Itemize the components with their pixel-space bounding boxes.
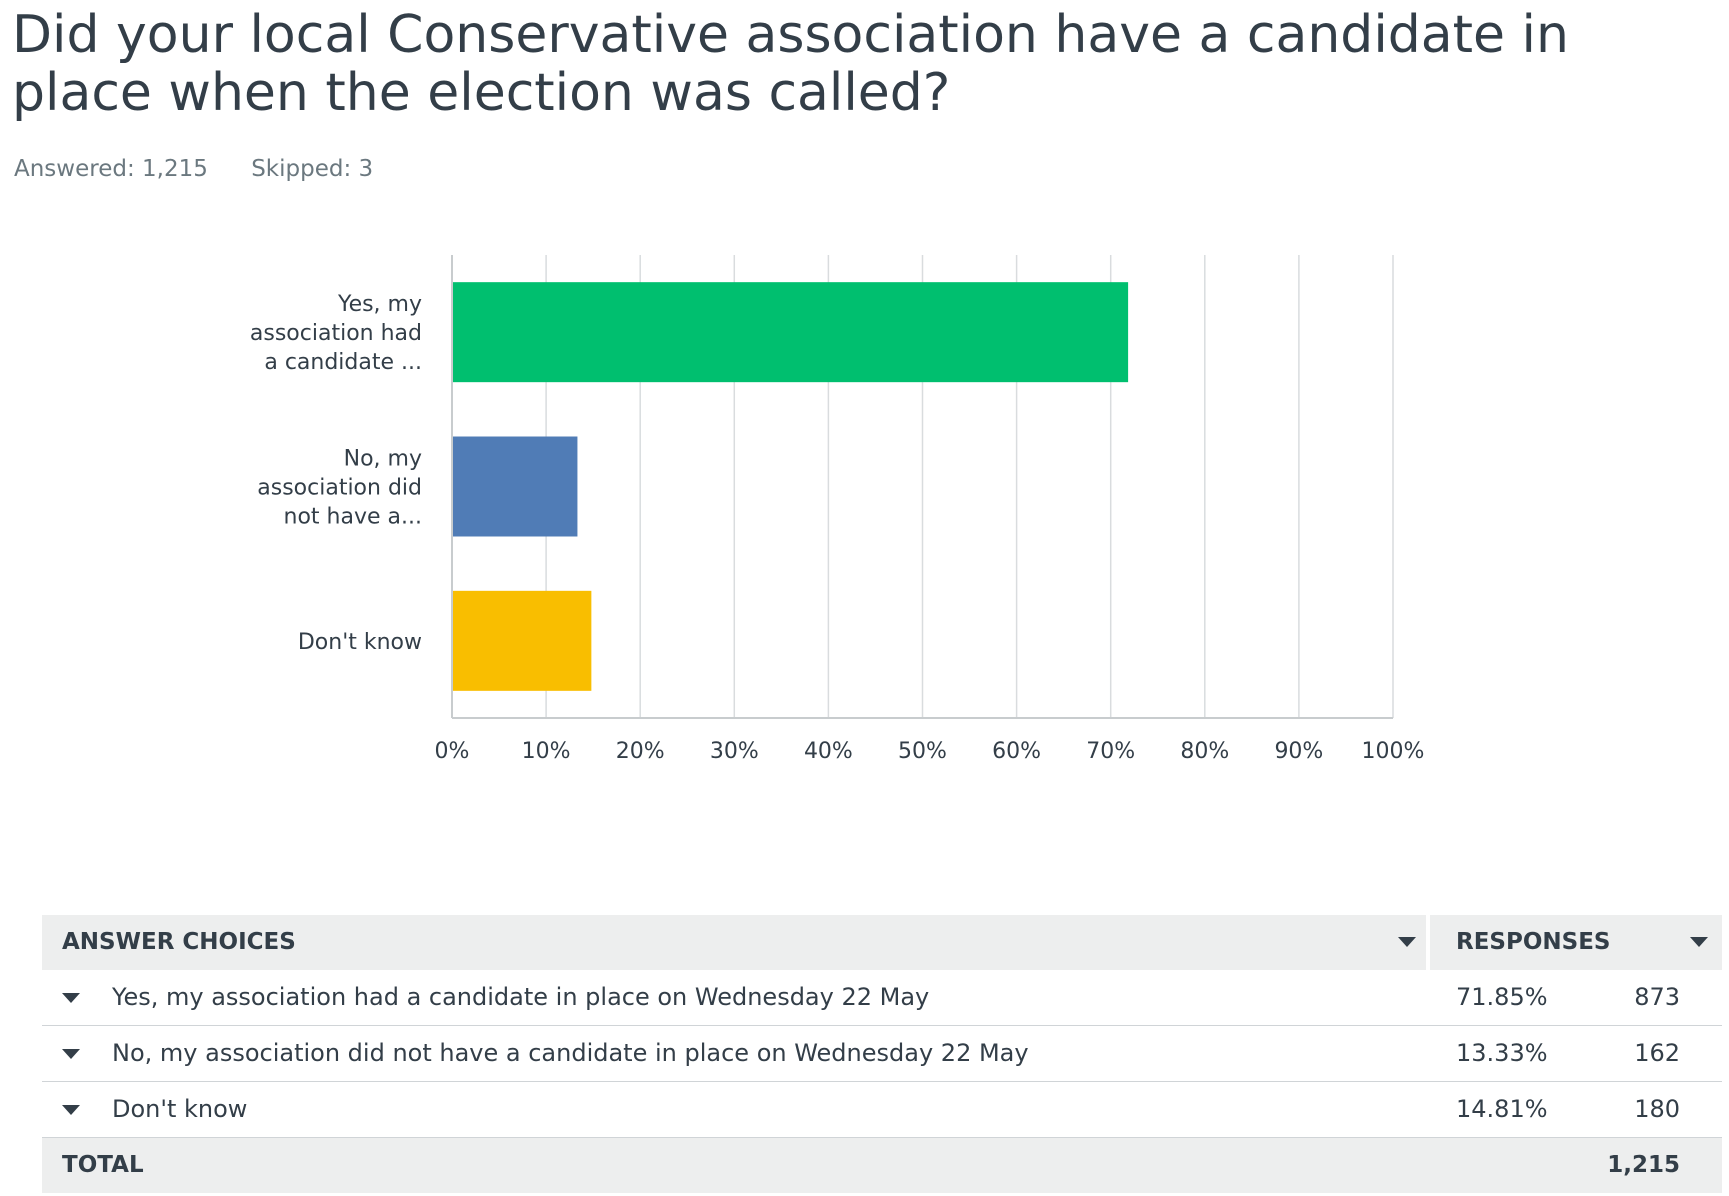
x-tick-label: 90%	[1274, 739, 1323, 764]
x-tick-label: 60%	[992, 739, 1041, 764]
category-label: association did	[257, 476, 422, 501]
x-tick-label: 100%	[1362, 739, 1425, 764]
question-title: Did your local Conservative association …	[12, 5, 1569, 123]
row-choice: No, my association did not have a candid…	[112, 1039, 1029, 1067]
responses-header[interactable]: RESPONSES	[1456, 929, 1611, 955]
x-tick-label: 30%	[710, 739, 759, 764]
category-label: No, my	[344, 447, 422, 472]
table-header: ANSWER CHOICES RESPONSES	[42, 915, 1722, 970]
row-count: 873	[1634, 983, 1680, 1011]
table-row: No, my association did not have a candid…	[42, 1026, 1722, 1082]
table-total-row: TOTAL 1,215	[42, 1138, 1722, 1193]
skipped-count: Skipped: 3	[251, 156, 374, 182]
answer-choices-header[interactable]: ANSWER CHOICES	[62, 929, 296, 955]
table-row: Yes, my association had a candidate in p…	[42, 970, 1722, 1026]
chart-x-tick-labels: 0% 10% 20% 30% 40% 50% 60% 70% 80% 90% 100%	[435, 739, 1425, 764]
total-count: 1,215	[1607, 1152, 1680, 1178]
table-row: Don't know 14.81% 180	[42, 1082, 1722, 1138]
total-label: TOTAL	[62, 1152, 144, 1178]
row-count: 180	[1634, 1095, 1680, 1123]
expand-row-caret-icon[interactable]	[62, 993, 80, 1003]
category-label: Don't know	[298, 630, 422, 655]
row-percent: 13.33%	[1456, 1039, 1548, 1067]
category-label: not have a...	[284, 505, 422, 530]
bar[interactable]	[453, 436, 578, 537]
x-tick-label: 10%	[522, 739, 571, 764]
response-stats: Answered: 1,215 Skipped: 3	[14, 156, 409, 182]
category-label: association had	[250, 321, 422, 346]
expand-row-caret-icon[interactable]	[62, 1105, 80, 1115]
category-label: Yes, my	[337, 292, 422, 317]
row-choice: Yes, my association had a candidate in p…	[112, 983, 930, 1011]
x-tick-label: 70%	[1086, 739, 1135, 764]
row-choice: Don't know	[112, 1095, 248, 1123]
x-tick-label: 0%	[435, 739, 470, 764]
answered-count: Answered: 1,215	[14, 156, 208, 182]
sort-responses-caret-icon[interactable]	[1690, 937, 1708, 947]
sort-choices-caret-icon[interactable]	[1398, 937, 1416, 947]
results-table: ANSWER CHOICES RESPONSES Yes, my associa…	[42, 915, 1722, 1193]
x-tick-label: 40%	[804, 739, 853, 764]
bar[interactable]	[453, 590, 592, 691]
category-label: a candidate ...	[264, 350, 422, 375]
row-percent: 71.85%	[1456, 983, 1548, 1011]
chart-bars	[453, 282, 1129, 691]
chart-category-labels: Yes, my association had a candidate ... No,…	[250, 292, 422, 655]
x-tick-label: 80%	[1180, 739, 1229, 764]
bar[interactable]	[453, 282, 1129, 383]
row-count: 162	[1634, 1039, 1680, 1067]
expand-row-caret-icon[interactable]	[62, 1049, 80, 1059]
row-percent: 14.81%	[1456, 1095, 1548, 1123]
x-tick-label: 20%	[616, 739, 665, 764]
bar-chart: Yes, my association had a candidate ... No,…	[250, 255, 1425, 764]
x-tick-label: 50%	[898, 739, 947, 764]
